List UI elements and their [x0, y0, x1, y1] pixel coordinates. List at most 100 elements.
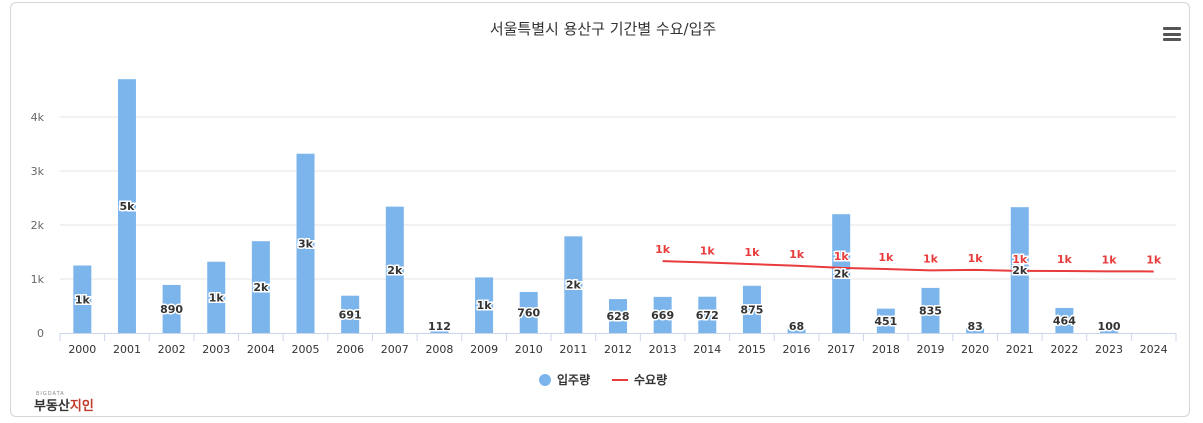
line-data-label: 1k	[744, 246, 760, 259]
bar-data-label: 3k	[298, 237, 314, 250]
menu-icon[interactable]	[1163, 27, 1181, 41]
bar[interactable]	[832, 214, 851, 333]
x-tick-label: 2021	[1006, 343, 1034, 356]
x-tick-label: 2010	[515, 343, 543, 356]
bar[interactable]	[742, 285, 761, 333]
x-tick-label: 2018	[872, 343, 900, 356]
y-tick-label: 4k	[31, 111, 45, 124]
bar-data-label: 2k	[1012, 264, 1028, 277]
legend-item-line[interactable]: 수요량	[612, 373, 667, 387]
y-tick-label: 3k	[31, 165, 45, 178]
bar-data-label: 875	[740, 303, 763, 316]
bar-data-label: 451	[874, 315, 897, 328]
bar[interactable]	[787, 329, 806, 333]
bar-data-label: 2k	[253, 281, 269, 294]
bar[interactable]	[73, 265, 92, 334]
bar[interactable]	[966, 328, 985, 333]
line-data-label: 1k	[1012, 253, 1028, 266]
x-tick-label: 2004	[247, 343, 275, 356]
y-axis: 0 1k 2k 3k 4k	[31, 111, 45, 340]
bar[interactable]	[296, 153, 315, 333]
bar-data-label: 100	[1098, 320, 1121, 333]
bar-data-label: 68	[789, 320, 804, 333]
line-data-label: 1k	[923, 252, 939, 265]
bar-data-label: 83	[967, 320, 982, 333]
legend-label-line: 수요량	[634, 373, 667, 387]
bar-data-label: 2k	[834, 268, 850, 281]
chart-title: 서울특별시 용산구 기간별 수요/입주	[490, 20, 716, 38]
bar[interactable]	[653, 296, 672, 333]
bar[interactable]	[564, 236, 583, 333]
line-data-label: 1k	[834, 250, 850, 263]
x-tick-label: 2020	[961, 343, 989, 356]
bar-data-label: 1k	[477, 299, 493, 312]
bar[interactable]	[1055, 307, 1074, 333]
bar[interactable]	[430, 326, 449, 333]
x-tick-label: 2015	[738, 343, 766, 356]
x-tick-label: 2019	[916, 343, 944, 356]
bar-data-label: 669	[651, 309, 674, 322]
bar-data-label: 890	[160, 303, 183, 316]
x-tick-label: 2022	[1050, 343, 1078, 356]
legend-label-bar: 입주량	[557, 373, 590, 387]
x-tick-label: 2009	[470, 343, 498, 356]
line-data-label: 1k	[655, 243, 671, 256]
bar[interactable]	[117, 79, 136, 333]
bar-data-label: 112	[428, 320, 451, 333]
y-tick-label: 1k	[31, 273, 45, 286]
bar[interactable]	[1100, 327, 1119, 333]
bar-data-label: 2k	[387, 264, 403, 277]
bar[interactable]	[876, 308, 895, 333]
x-tick-label: 2005	[292, 343, 320, 356]
logo-main-text: 부동산지인	[34, 395, 94, 414]
line-data-label: 1k	[1102, 253, 1118, 266]
logo-prefix: 부동산	[34, 399, 70, 414]
line-data-label: 1k	[878, 251, 894, 264]
bar-data-label: 835	[919, 304, 942, 317]
bar[interactable]	[385, 206, 404, 333]
x-tick-label: 2000	[68, 343, 96, 356]
x-tick-label: 2014	[693, 343, 721, 356]
chart-container: 서울특별시 용산구 기간별 수요/입주 0 1k 2k 3k 4k 2000 2001 20…	[10, 2, 1190, 417]
x-tick-label: 2023	[1095, 343, 1123, 356]
x-tick-label: 2006	[336, 343, 364, 356]
bar-data-label: 1k	[75, 293, 91, 306]
x-tick-label: 2013	[649, 343, 677, 356]
bar-data-label: 760	[517, 306, 540, 319]
legend-item-bar[interactable]: 입주량	[539, 373, 590, 387]
bar-data-label: 672	[696, 309, 719, 322]
bar[interactable]	[341, 295, 360, 333]
x-tick-label: 2008	[425, 343, 453, 356]
x-tick-label: 2011	[559, 343, 587, 356]
bar[interactable]	[609, 299, 627, 333]
x-tick-label: 2001	[113, 343, 141, 356]
line-series	[662, 260, 1154, 273]
legend-marker-bar	[539, 374, 551, 386]
bar[interactable]	[475, 277, 494, 333]
x-tick-label: 2024	[1140, 343, 1168, 356]
bar[interactable]	[251, 241, 270, 333]
bar[interactable]	[921, 287, 940, 333]
bar-data-label: 628	[607, 310, 630, 323]
x-tick-label: 2017	[827, 343, 855, 356]
x-tick-label: 2002	[158, 343, 186, 356]
bar[interactable]	[698, 296, 717, 333]
bar[interactable]	[162, 284, 181, 333]
logo-accent: 지인	[69, 399, 94, 414]
demand-line[interactable]	[662, 260, 1154, 273]
x-tick-label: 2007	[381, 343, 409, 356]
line-data-label: 1k	[1057, 253, 1073, 266]
bar-data-label: 691	[339, 308, 362, 321]
bar-data-label: 1k	[209, 291, 225, 304]
bar-series	[73, 79, 1119, 334]
bar-data-label: 5k	[119, 200, 135, 213]
x-tick-label: 2003	[202, 343, 230, 356]
gridlines	[60, 116, 1176, 280]
line-data-labels: 1k 1k 1k 1k 1k 1k 1k 1k 1k 1k 1k 1k	[654, 242, 1164, 268]
bar[interactable]	[207, 261, 226, 333]
line-data-label: 1k	[968, 252, 984, 265]
line-data-label: 1k	[789, 248, 805, 261]
bar[interactable]	[519, 291, 538, 333]
